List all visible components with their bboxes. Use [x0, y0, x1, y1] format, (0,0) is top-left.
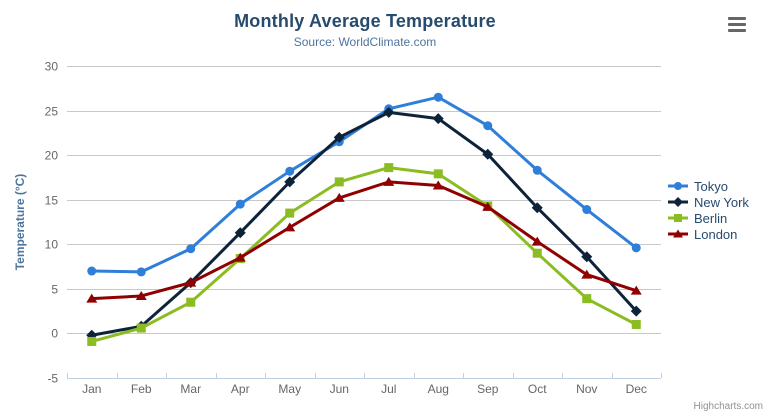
svg-text:10: 10	[45, 238, 59, 252]
legend-marker-square-icon	[668, 214, 688, 222]
svg-text:5: 5	[51, 283, 58, 297]
highcharts-credit-link[interactable]: Highcharts.com	[693, 401, 763, 412]
legend-marker-triangle-icon	[668, 229, 688, 238]
export-menu-button[interactable]	[726, 13, 750, 35]
x-axis-label: Jul	[381, 382, 396, 396]
legend-item-label: New York	[694, 194, 749, 210]
series-tokyo	[87, 92, 641, 277]
series-new-york	[86, 106, 642, 341]
x-axis-label: Jan	[82, 382, 101, 396]
chart-subtitle: Source: WorldClimate.com	[293, 35, 437, 49]
legend-item-london[interactable]: London	[668, 226, 749, 242]
svg-text:30: 30	[45, 60, 59, 74]
svg-text:0: 0	[51, 327, 58, 341]
x-axis-label: Feb	[131, 382, 152, 396]
legend-item-label: Berlin	[694, 210, 728, 226]
legend-item-label: London	[694, 226, 738, 242]
x-axis: Jan Feb Mar Apr May Jun Jul Aug Sep Oct Nov Dec	[67, 373, 662, 396]
x-axis-label: Apr	[231, 382, 250, 396]
legend-item-berlin[interactable]: Berlin	[668, 210, 749, 226]
legend-item-tokyo[interactable]: Tokyo	[668, 178, 749, 194]
legend-marker-circle-icon	[668, 182, 688, 190]
y-axis-title: Temperature (°C)	[13, 174, 27, 271]
x-axis-label: Aug	[428, 382, 449, 396]
legend-item-label: Tokyo	[694, 178, 728, 194]
svg-text:25: 25	[45, 105, 59, 119]
hamburger-menu-icon	[728, 16, 748, 32]
x-axis-label: Oct	[528, 382, 547, 396]
x-axis-label: Sep	[477, 382, 499, 396]
series-london	[86, 176, 642, 303]
x-axis-label: Nov	[576, 382, 597, 396]
x-axis-label: Mar	[180, 382, 201, 396]
svg-text:15: 15	[45, 194, 59, 208]
y-gridlines	[67, 66, 661, 379]
legend-marker-diamond-icon	[668, 197, 688, 207]
x-axis-label: Jun	[330, 382, 349, 396]
y-axis-labels: -5 0 5 10 15 20 25 30	[45, 60, 59, 386]
x-axis-label: May	[278, 382, 301, 396]
chart-title: Monthly Average Temperature	[234, 11, 496, 31]
x-axis-label: Dec	[626, 382, 647, 396]
legend: Tokyo New York Berlin London	[668, 178, 749, 242]
svg-text:-5: -5	[47, 372, 58, 386]
legend-item-new-york[interactable]: New York	[668, 194, 749, 210]
svg-text:20: 20	[45, 149, 59, 163]
